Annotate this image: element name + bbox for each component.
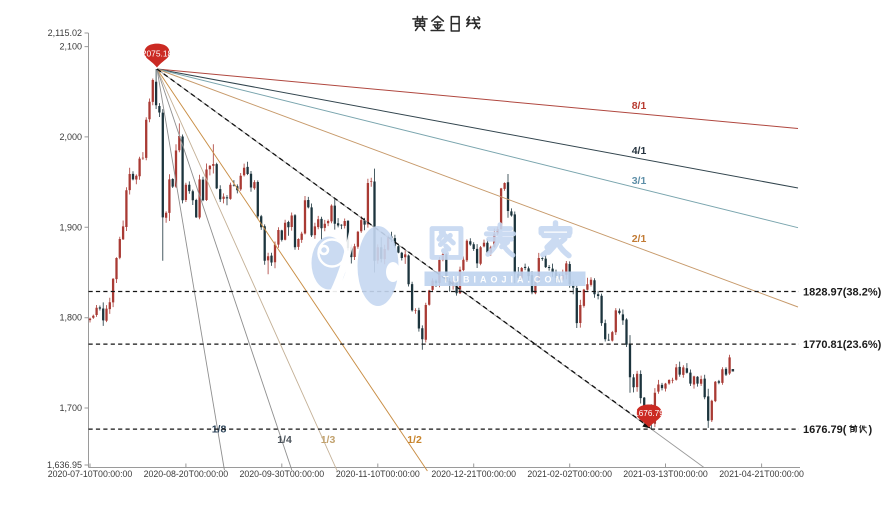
svg-text:2021-02-02T00:00:00: 2021-02-02T00:00:00	[527, 469, 612, 479]
svg-text:2021-03-13T00:00:00: 2021-03-13T00:00:00	[623, 469, 708, 479]
svg-text:1,900: 1,900	[59, 222, 82, 232]
svg-text:4/1: 4/1	[632, 145, 647, 157]
svg-text:2,000: 2,000	[59, 132, 82, 142]
svg-text:8/1: 8/1	[632, 100, 647, 112]
svg-text:1828.97(38.2%): 1828.97(38.2%)	[803, 287, 882, 299]
svg-text:): )	[869, 424, 873, 436]
svg-text:1676.79: 1676.79	[634, 409, 664, 418]
svg-text:1,636.95: 1,636.95	[47, 460, 82, 470]
svg-text:1/3: 1/3	[321, 434, 336, 446]
svg-text:1,800: 1,800	[59, 313, 82, 323]
svg-text:2020-08-20T00:00:00: 2020-08-20T00:00:00	[144, 469, 229, 479]
svg-text:1770.81(23.6%): 1770.81(23.6%)	[803, 339, 882, 351]
svg-text:2,115.02: 2,115.02	[48, 28, 82, 38]
svg-text:1/2: 1/2	[407, 434, 422, 446]
svg-text:2020-12-21T00:00:00: 2020-12-21T00:00:00	[431, 469, 516, 479]
svg-text:2/1: 2/1	[632, 233, 647, 245]
svg-text:1676.79(: 1676.79(	[803, 424, 847, 436]
svg-text:1/4: 1/4	[277, 434, 292, 446]
svg-text:2075.18: 2075.18	[142, 49, 173, 59]
svg-text:1/8: 1/8	[212, 424, 227, 436]
svg-text:2,100: 2,100	[59, 42, 82, 52]
svg-text:1,700: 1,700	[59, 403, 82, 413]
svg-text:3/1: 3/1	[632, 175, 647, 187]
svg-text:2020-11-10T00:00:00: 2020-11-10T00:00:00	[336, 469, 420, 479]
svg-text:TUBIAOJIA.COM: TUBIAOJIA.COM	[443, 275, 567, 285]
svg-text:2021-04-21T00:00:00: 2021-04-21T00:00:00	[719, 469, 804, 479]
svg-text:2020-07-10T00:00:00: 2020-07-10T00:00:00	[48, 469, 133, 479]
svg-text:2020-09-30T00:00:00: 2020-09-30T00:00:00	[239, 469, 324, 479]
